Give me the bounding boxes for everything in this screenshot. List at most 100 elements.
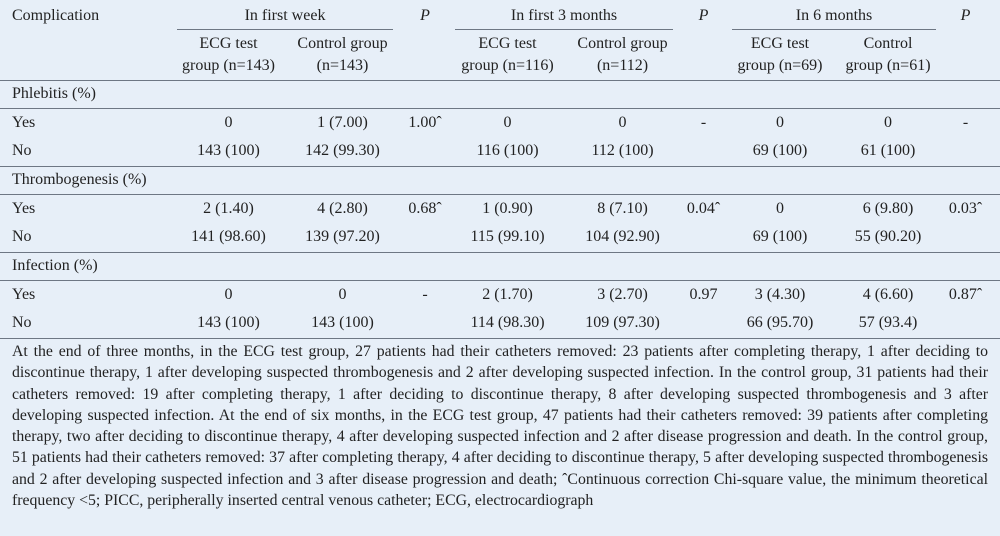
- month6-control-cell: 6 (9.80): [862, 199, 914, 217]
- p-header-month3: P: [680, 0, 727, 30]
- subheader-line: ECG test: [750, 34, 810, 52]
- p-header-week: P: [400, 0, 450, 30]
- week-p-value: [400, 223, 451, 253]
- month3-p-value: -: [700, 113, 707, 131]
- week-control-cell: 139 (97.20): [285, 223, 401, 253]
- subheader-line: (n=143): [316, 56, 369, 74]
- week-p-value: 1.00ˆ: [408, 113, 442, 131]
- week-ecg-cell: 141 (98.60): [172, 223, 285, 253]
- week-p-value: -: [422, 285, 428, 303]
- month6-control-cell: 4 (6.60): [862, 285, 914, 303]
- month3-p-value: [680, 309, 728, 339]
- month3-ecg-cell: 2 (1.70): [482, 285, 533, 303]
- section-title: Phlebitis (%): [0, 80, 1000, 109]
- month6-p-value: 0.03ˆ: [948, 199, 983, 217]
- month6-ecg-cell: 0: [776, 113, 785, 131]
- complications-table: Complication In first week P In first 3 …: [0, 0, 1000, 339]
- p-header-label: P: [698, 7, 709, 24]
- week-control-cell: 0: [338, 285, 347, 303]
- subheader-month6-control: Control group (n=61): [833, 30, 944, 81]
- month6-p-value: 0.87ˆ: [948, 285, 983, 303]
- row-label: Yes: [12, 285, 36, 303]
- month6-p-value: [943, 223, 1000, 253]
- month6-ecg-cell: 69 (100): [727, 137, 834, 167]
- table-row: Yes 0 1 (7.00) 1.00ˆ 0 0 - 0 0 -: [0, 108, 1000, 137]
- group-header-month6: In 6 months: [727, 0, 943, 30]
- p-header-label: P: [420, 7, 430, 24]
- section-title: Thrombogenesis (%): [0, 166, 1000, 195]
- subheader-line: Control: [863, 34, 913, 52]
- section-row: Thrombogenesis (%): [0, 166, 1000, 195]
- month6-control-cell: 61 (100): [833, 137, 944, 167]
- month6-p-value: [943, 137, 1000, 167]
- group-label-week: In first week: [177, 6, 394, 30]
- month3-control-cell: 8 (7.10): [597, 199, 648, 217]
- subheader-month3-control: Control group (n=112): [565, 30, 681, 81]
- week-ecg-cell: 143 (100): [172, 137, 285, 167]
- month3-p-value: [680, 137, 728, 167]
- month6-control-cell: 55 (90.20): [833, 223, 944, 253]
- row-label: Yes: [12, 199, 36, 217]
- month3-p-value: 0.04ˆ: [686, 199, 721, 217]
- month3-ecg-cell: 0: [503, 113, 512, 131]
- subheader-line: group (n=61): [845, 56, 931, 74]
- subheader-month6-ecg: ECG test group (n=69): [727, 30, 834, 81]
- subheader-line: group (n=116): [461, 56, 554, 74]
- month3-control-cell: 112 (100): [565, 137, 681, 167]
- subheader-line: Control group: [297, 34, 388, 52]
- subheader-line: group (n=69): [737, 56, 823, 74]
- month6-control-cell: 57 (93.4): [833, 309, 944, 339]
- table-row: Yes 0 0 - 2 (1.70) 3 (2.70) 0.97 3 (4.30) 4 (6.6…: [0, 280, 1000, 309]
- table-row: No 141 (98.60) 139 (97.20) 115 (99.10) 104 (…: [0, 223, 1000, 253]
- table-row: Yes 2 (1.40) 4 (2.80) 0.68ˆ 1 (0.90) 8 (7.10)…: [0, 194, 1000, 223]
- header-row-groups: Complication In first week P In first 3 …: [0, 0, 1000, 30]
- subheader-week-ecg: ECG test group (n=143): [172, 30, 285, 81]
- table-footnote: At the end of three months, in the ECG t…: [12, 343, 988, 510]
- subheader-week-control: Control group (n=143): [285, 30, 401, 81]
- table-body: Phlebitis (%) Yes 0 1 (7.00) 1.00ˆ 0 0-0 0- No 14…: [0, 80, 1000, 339]
- section-title: Infection (%): [0, 252, 1000, 281]
- week-p-value: [400, 309, 451, 339]
- subheader-line: (n=112): [596, 56, 649, 74]
- week-ecg-cell: 2 (1.40): [203, 199, 254, 217]
- week-ecg-cell: 143 (100): [172, 309, 285, 339]
- month3-control-cell: 0: [618, 113, 627, 131]
- table-row: No 143 (100) 143 (100) 114 (98.30) 109 (97.3…: [0, 309, 1000, 339]
- week-p-value: [400, 137, 451, 167]
- week-control-cell: 1 (7.00): [317, 113, 368, 131]
- week-ecg-cell: 0: [224, 113, 233, 131]
- row-label: No: [0, 223, 172, 253]
- empty-header-cell: [943, 30, 1000, 81]
- subheader-line: ECG test: [199, 34, 258, 52]
- group-header-week: In first week: [172, 0, 400, 30]
- month3-p-value: 0.97: [689, 285, 718, 303]
- month3-ecg-cell: 114 (98.30): [450, 309, 566, 339]
- empty-header-cell: [680, 30, 728, 81]
- month3-control-cell: 104 (92.90): [565, 223, 681, 253]
- section-row: Phlebitis (%): [0, 80, 1000, 109]
- table-header: Complication In first week P In first 3 …: [0, 0, 1000, 81]
- row-label: Yes: [12, 113, 36, 131]
- subheader-month3-ecg: ECG test group (n=116): [450, 30, 566, 81]
- group-label-month3: In first 3 months: [455, 6, 674, 30]
- month6-p-value: -: [962, 113, 969, 131]
- complication-header: Complication: [0, 0, 172, 30]
- month3-ecg-cell: 115 (99.10): [450, 223, 566, 253]
- p-header-label: P: [960, 7, 971, 24]
- month6-p-value: [943, 309, 1000, 339]
- table-row: No 143 (100) 142 (99.30) 116 (100) 112 (100)…: [0, 137, 1000, 167]
- month3-p-value: [680, 223, 728, 253]
- section-row: Infection (%): [0, 252, 1000, 281]
- week-ecg-cell: 0: [224, 285, 233, 303]
- empty-header-cell: [0, 30, 172, 81]
- p-header-month6: P: [943, 0, 1000, 30]
- complication-header-label: Complication: [12, 7, 100, 24]
- group-label-month6: In 6 months: [732, 6, 937, 30]
- month6-control-cell: 0: [884, 113, 893, 131]
- month6-ecg-cell: 66 (95.70): [727, 309, 834, 339]
- month3-ecg-cell: 116 (100): [450, 137, 566, 167]
- subheader-line: group (n=143): [181, 56, 275, 74]
- subheader-line: ECG test: [478, 34, 537, 52]
- month3-control-cell: 109 (97.30): [565, 309, 681, 339]
- week-p-value: 0.68ˆ: [408, 199, 442, 217]
